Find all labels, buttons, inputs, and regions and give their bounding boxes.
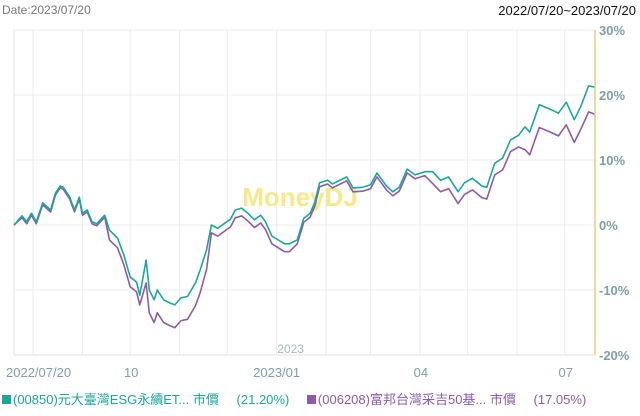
x-tick-label: 2023/01 (253, 365, 300, 380)
y-tick-label: 0% (599, 218, 618, 233)
y-tick-label: 30% (599, 23, 625, 38)
y-tick-label: -20% (599, 348, 630, 363)
legend-field: 市價 (489, 392, 516, 407)
legend-return: (21.20%) (236, 392, 290, 407)
x-tick-label: 2022/07/20 (6, 365, 71, 380)
legend-return: (17.05%) (533, 392, 587, 407)
y-tick-label: 20% (599, 88, 625, 103)
watermark: MoneyDJ (242, 182, 358, 212)
date-label: Date:2023/07/20 (2, 3, 91, 17)
legend-item-006208[interactable]: (006208)富邦台灣采吉50基... 市價 (17.05%) (306, 389, 587, 408)
x-tick-label: 07 (559, 365, 573, 380)
date-range-label: 2022/07/20~2023/07/20 (498, 3, 636, 18)
legend-code: (006208)富邦台灣采吉50基... (317, 392, 487, 407)
x-tick-label: 10 (124, 365, 138, 380)
legend-swatch (306, 395, 316, 404)
y-tick-label: -10% (599, 283, 630, 298)
y-tick-label: 10% (599, 153, 625, 168)
line-chart: MoneyDJ 30% 20% 10% 0% -10% -20% 2022/07/20 10 2… (6, 23, 630, 380)
legend-code: (00850)元大臺灣ESG永續ET... (13, 392, 190, 407)
year-marker-label: 2023 (277, 342, 304, 356)
x-tick-label: 04 (414, 365, 428, 380)
legend-field: 市價 (192, 392, 219, 407)
legend-item-00850[interactable]: (00850)元大臺灣ESG永續ET... 市價 (21.20%) (2, 389, 289, 408)
legend-swatch (2, 395, 11, 404)
series-line-1 (13, 85, 596, 306)
legend: (00850)元大臺灣ESG永續ET... 市價 (21.20%) (00620… (2, 389, 600, 408)
